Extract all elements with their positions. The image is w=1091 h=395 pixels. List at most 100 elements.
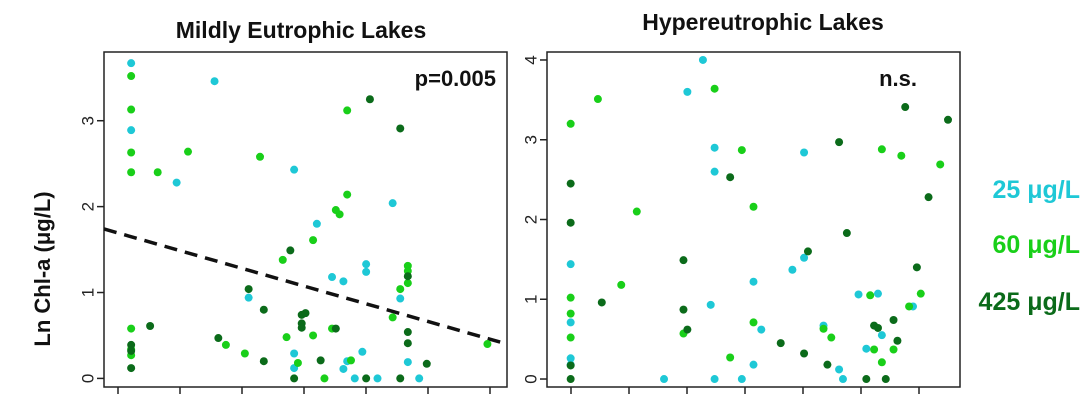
data-point	[483, 340, 492, 349]
data-point	[309, 331, 318, 340]
y-tick-label: 1	[79, 288, 98, 297]
data-point	[396, 294, 405, 303]
legend-entry: 425 μg/L	[979, 288, 1080, 316]
plot-frame	[103, 51, 508, 388]
data-point	[346, 356, 355, 365]
data-point	[710, 143, 719, 152]
data-point	[632, 207, 641, 216]
data-point	[698, 55, 707, 64]
data-point	[566, 218, 575, 227]
data-point	[749, 360, 758, 369]
data-point	[320, 374, 329, 383]
data-points	[127, 59, 492, 383]
data-point	[870, 345, 879, 354]
data-point	[358, 347, 367, 356]
y-tick-label: 3	[79, 116, 98, 125]
data-point	[924, 193, 933, 202]
data-point	[593, 95, 602, 104]
data-point	[617, 280, 626, 289]
data-point	[726, 173, 735, 182]
data-points	[566, 55, 952, 384]
data-point	[278, 255, 287, 264]
data-point	[788, 265, 797, 274]
data-point	[566, 260, 575, 269]
data-point	[706, 300, 715, 309]
data-point	[328, 273, 337, 282]
data-point	[835, 365, 844, 374]
y-axis: 0 1 2 3 4	[522, 55, 547, 384]
data-point	[127, 324, 136, 333]
data-point	[877, 145, 886, 154]
data-point	[660, 375, 669, 384]
x-axis	[570, 387, 920, 394]
data-point	[297, 323, 306, 332]
data-point	[757, 325, 766, 334]
data-point	[362, 374, 371, 383]
data-point	[339, 277, 348, 286]
data-point	[388, 199, 397, 208]
data-point	[221, 340, 230, 349]
legend-entry: 25 μg/L	[992, 176, 1080, 204]
y-tick-label: 4	[522, 55, 541, 64]
data-point	[316, 356, 325, 365]
data-point	[862, 375, 871, 384]
y-axis-label: Ln Chl-a (μg/L)	[30, 191, 55, 346]
data-point	[749, 202, 758, 211]
data-point	[800, 253, 809, 262]
data-point	[683, 87, 692, 96]
data-point	[737, 146, 746, 155]
data-point	[403, 358, 412, 367]
data-point	[339, 364, 348, 373]
data-point	[146, 322, 155, 331]
data-point	[127, 168, 136, 177]
p-value-annotation: p=0.005	[415, 66, 496, 91]
data-point	[172, 178, 181, 187]
x-axis	[117, 387, 491, 394]
data-point	[823, 360, 832, 369]
data-point	[365, 95, 374, 104]
panel-hypereutrophic: Hypereutrophic Lakes 0 1 2 3 4 n.s.	[522, 9, 961, 394]
data-point	[127, 59, 136, 68]
y-tick-label: 1	[522, 295, 541, 304]
data-point	[749, 277, 758, 286]
data-point	[819, 324, 828, 333]
data-point	[866, 291, 875, 300]
data-point	[184, 147, 193, 156]
data-point	[396, 285, 405, 294]
data-point	[597, 298, 606, 307]
data-point	[403, 272, 412, 281]
panel-title: Mildly Eutrophic Lakes	[176, 17, 427, 43]
trend-line	[103, 227, 508, 346]
data-point	[566, 375, 575, 384]
legend-entry: 60 μg/L	[992, 231, 1080, 259]
data-point	[842, 229, 851, 238]
data-point	[309, 236, 318, 245]
data-point	[737, 375, 746, 384]
y-tick-label: 2	[522, 215, 541, 224]
data-point	[835, 138, 844, 147]
data-point	[422, 359, 431, 368]
data-point	[403, 279, 412, 288]
data-point	[290, 374, 299, 383]
data-point	[566, 293, 575, 302]
data-point	[873, 323, 882, 332]
data-point	[803, 247, 812, 256]
data-point	[901, 103, 910, 112]
data-point	[944, 115, 952, 124]
data-point	[566, 309, 575, 318]
data-point	[312, 219, 321, 228]
data-point	[827, 333, 836, 342]
data-point	[893, 336, 902, 345]
data-point	[259, 357, 268, 366]
data-point	[710, 167, 719, 176]
data-point	[127, 346, 136, 355]
data-point	[331, 324, 340, 333]
data-point	[362, 260, 371, 269]
data-point	[290, 349, 299, 358]
data-point	[259, 305, 268, 314]
y-tick-label: 2	[79, 202, 98, 211]
data-point	[286, 246, 295, 255]
data-point	[127, 105, 136, 114]
data-point	[897, 151, 906, 160]
data-point	[749, 318, 758, 327]
